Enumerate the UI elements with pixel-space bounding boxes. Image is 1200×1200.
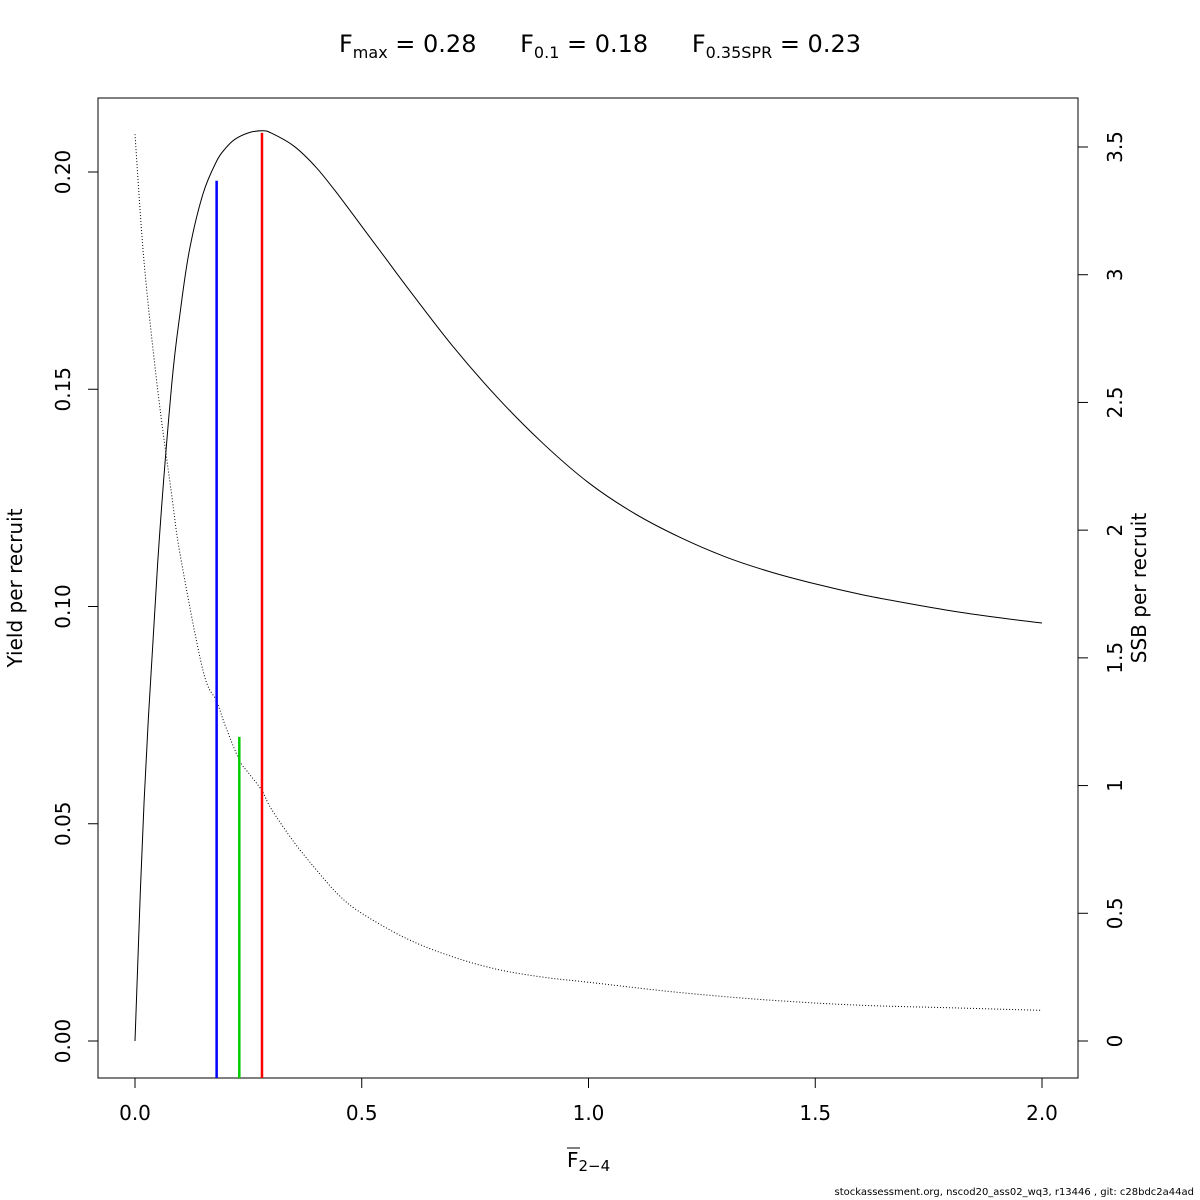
x-axis-label-base: F (567, 1148, 579, 1172)
y-axis-right-tick-label: 3 (1103, 268, 1127, 281)
x-axis-label-sub: 2−4 (579, 1157, 611, 1175)
y-axis-left-tick-label: 0.20 (51, 150, 75, 195)
ssb-per-recruit-line (134, 134, 1043, 1011)
x-axis-tick-label: 2.0 (1026, 1101, 1058, 1125)
chart-title: Fmax = 0.28 F0.1 = 0.18 F0.35SPR = 0.23 (0, 30, 1200, 62)
plot-frame (97, 97, 1079, 1079)
y-axis-right-tick-label: 2 (1103, 524, 1127, 537)
y-axis-right-tick-label: 2.5 (1103, 387, 1127, 419)
yield-per-recruit-line (134, 130, 1043, 1042)
y-axis-right-tick-label: 3.5 (1103, 131, 1127, 163)
x-axis-tick-label: 1.5 (799, 1101, 831, 1125)
x-axis-tick-label: 0.0 (119, 1101, 151, 1125)
y-axis-right-tick-label: 1 (1103, 779, 1127, 792)
y-axis-left-tick-label: 0.15 (51, 367, 75, 412)
x-axis-tick-label: 0.5 (346, 1101, 378, 1125)
title-f035spr: F0.35SPR = 0.23 (691, 30, 861, 62)
x-axis-label: F2−4 (567, 1147, 610, 1175)
y-axis-right-tick-label: 0 (1103, 1035, 1127, 1048)
x-axis-tick-label: 1.0 (573, 1101, 605, 1125)
y-axis-right-tick-label: 0.5 (1103, 897, 1127, 929)
y-axis-left-tick-label: 0.00 (51, 1019, 75, 1064)
y-axis-right-tick-label: 1.5 (1103, 642, 1127, 674)
y-axis-left-label: Yield per recruit (3, 508, 27, 668)
y-axis-right-label: SSB per recruit (1127, 513, 1151, 664)
title-f01: F0.1 = 0.18 (520, 30, 649, 62)
y-axis-left-tick-label: 0.05 (51, 801, 75, 846)
footer-credit: stockassessment.org, nscod20_ass02_wq3, … (834, 1187, 1195, 1198)
title-fmax: Fmax = 0.28 (338, 30, 477, 62)
svg-text:F2−4: F2−4 (567, 1148, 610, 1175)
y-axis-left-tick-label: 0.10 (51, 584, 75, 629)
